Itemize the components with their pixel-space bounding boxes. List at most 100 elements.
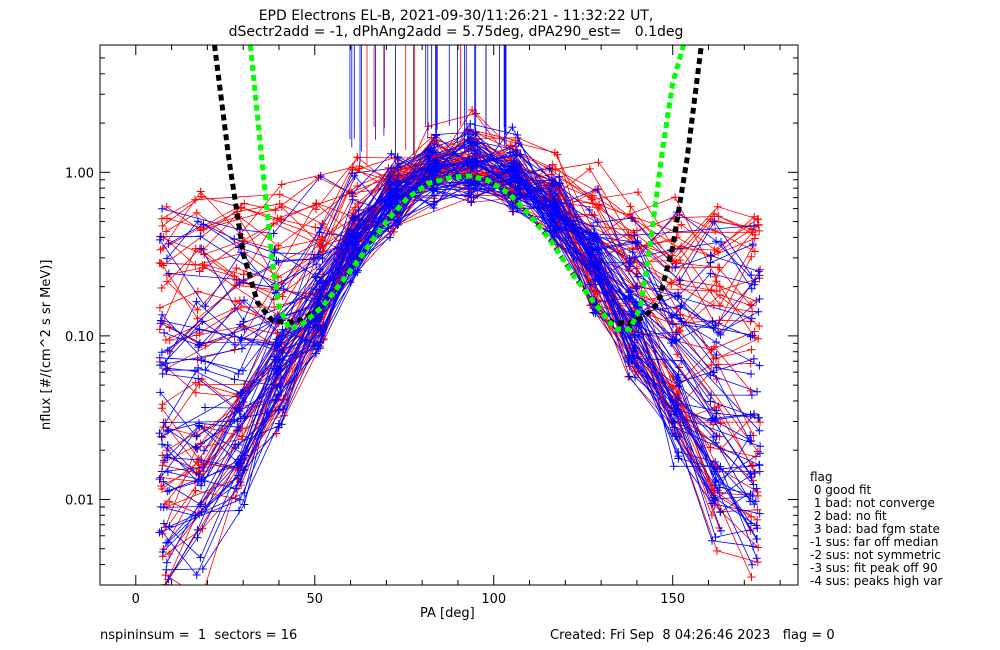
data-point	[311, 223, 320, 232]
data-point	[195, 380, 204, 389]
legend-item: -4 sus: peaks high var	[810, 574, 943, 588]
data-point	[391, 179, 400, 188]
footer-left: nspininsum = 1 sectors = 16	[100, 628, 298, 643]
data-point	[750, 280, 759, 289]
data-point	[513, 130, 522, 139]
data-point	[386, 192, 395, 201]
data-point	[711, 533, 720, 542]
data-point	[163, 467, 172, 476]
data-point	[198, 593, 206, 601]
data-point	[668, 320, 677, 329]
data-point	[274, 391, 283, 400]
series-line	[168, 146, 759, 555]
data-point	[633, 188, 642, 197]
data-point	[315, 295, 324, 304]
data-point	[161, 418, 170, 427]
data-point	[234, 370, 243, 379]
data-point	[712, 350, 721, 359]
data-point	[192, 432, 201, 441]
data-point	[315, 228, 324, 237]
data-point	[749, 409, 758, 418]
series-line	[166, 156, 753, 233]
data-point	[747, 369, 756, 378]
data-point	[155, 353, 164, 362]
data-point	[508, 147, 517, 156]
data-point	[200, 446, 209, 455]
data-point	[351, 268, 360, 277]
data-point	[466, 198, 475, 207]
data-point	[630, 231, 639, 240]
data-point	[465, 189, 474, 198]
data-point	[237, 248, 246, 257]
data-point	[587, 195, 596, 204]
legend-item: -3 sus: fit peak off 90	[810, 561, 938, 575]
data-point	[589, 222, 598, 231]
data-point	[592, 258, 601, 267]
data-point	[316, 172, 325, 181]
data-point	[712, 374, 721, 383]
data-point	[192, 297, 201, 306]
data-point	[314, 173, 323, 182]
data-point	[236, 459, 245, 468]
data-point	[628, 248, 637, 257]
chart-title-line2: dSectr2add = -1, dPhAng2add = 5.75deg, d…	[228, 24, 684, 40]
series-line	[165, 166, 752, 341]
data-point	[632, 226, 641, 235]
data-point	[158, 221, 167, 230]
data-point	[193, 305, 202, 314]
data-point	[155, 528, 164, 537]
data-point	[755, 460, 764, 469]
data-point	[160, 328, 169, 337]
series-line	[161, 158, 754, 576]
y-tick-label: 0.10	[65, 330, 94, 345]
data-point	[671, 263, 680, 272]
data-point	[277, 180, 286, 189]
data-point	[755, 295, 764, 304]
data-point	[711, 481, 720, 490]
data-point	[429, 200, 438, 209]
data-point	[677, 301, 686, 310]
data-point	[712, 431, 721, 440]
chart-title-line1: EPD Electrons EL-B, 2021-09-30/11:26:21 …	[258, 8, 654, 24]
data-point	[199, 220, 208, 229]
data-point	[158, 400, 167, 409]
x-tick-label: 0	[132, 592, 140, 607]
data-point	[273, 214, 282, 223]
data-point	[385, 233, 394, 242]
data-point	[750, 212, 759, 221]
data-point	[747, 391, 756, 400]
data-point	[670, 423, 679, 432]
data-point	[160, 500, 169, 509]
data-point	[586, 260, 595, 269]
data-point	[347, 237, 356, 246]
data-point	[466, 119, 475, 128]
data-point	[195, 267, 204, 276]
data-point	[593, 218, 602, 227]
data-point	[750, 247, 759, 256]
data-point	[627, 213, 636, 222]
data-point	[546, 227, 555, 236]
data-point	[193, 525, 202, 534]
data-point	[750, 468, 759, 477]
data-point	[708, 317, 717, 326]
data-point	[312, 349, 321, 358]
data-point	[236, 389, 245, 398]
data-point	[755, 226, 764, 235]
data-point	[161, 571, 170, 580]
data-point	[515, 168, 524, 177]
legend-item: -1 sus: far off median	[810, 535, 939, 549]
data-point	[349, 254, 358, 263]
data-point	[195, 470, 204, 479]
data-point	[239, 317, 248, 326]
data-point	[545, 186, 554, 195]
data-point	[159, 519, 168, 528]
data-point	[386, 172, 395, 181]
data-point	[156, 388, 165, 397]
data-point	[709, 496, 718, 505]
data-point	[354, 206, 363, 215]
data-point	[273, 383, 282, 392]
data-point	[673, 394, 682, 403]
x-tick-label: 100	[481, 592, 506, 607]
data-point	[164, 239, 173, 248]
data-point	[157, 432, 166, 441]
